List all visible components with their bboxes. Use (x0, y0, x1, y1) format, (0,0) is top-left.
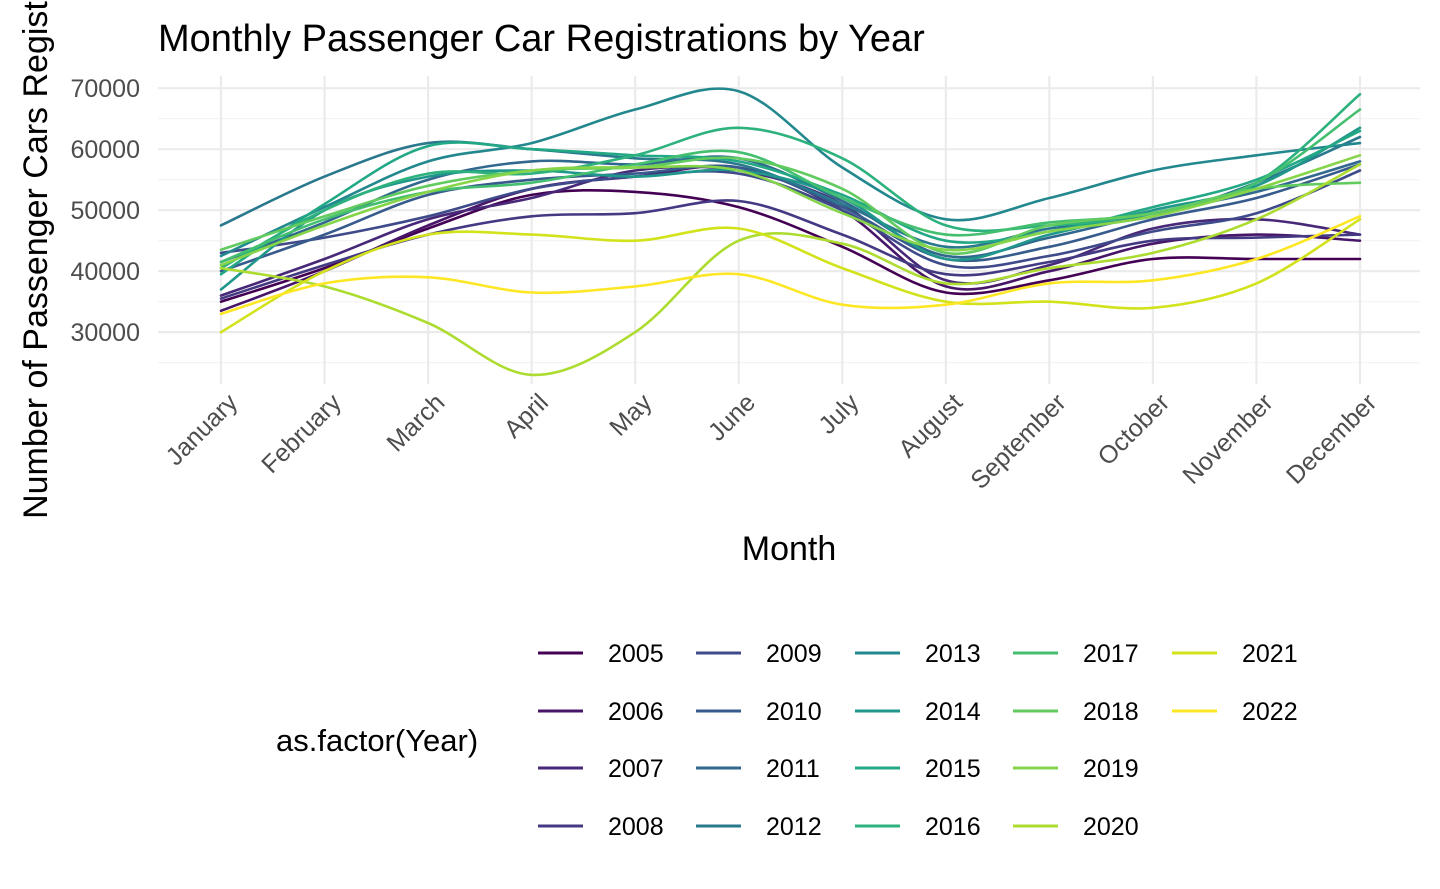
legend-label-2012: 2012 (766, 813, 822, 841)
legend-label-2022: 2022 (1242, 698, 1298, 726)
series-line-2022 (219, 215, 1362, 316)
legend: 2005 2006 2007 2008 2009 2010 2011 2012 2013 2014… (538, 640, 1298, 841)
series-line-2008 (219, 199, 1362, 300)
legend-title: as.factor(Year) (276, 723, 478, 758)
x-tick-label: May (604, 388, 658, 442)
series-line-2020 (219, 163, 1362, 377)
legend-label-2019: 2019 (1083, 755, 1139, 783)
y-tick-label: 70000 (70, 75, 140, 103)
legend-label-2011: 2011 (766, 755, 820, 783)
legend-label-2009: 2009 (766, 640, 822, 668)
x-tick-label: April (499, 388, 554, 443)
x-tick-label: January (161, 388, 244, 471)
legend-label-2008: 2008 (608, 813, 664, 841)
series-lines (219, 87, 1362, 377)
legend-label-2006: 2006 (608, 698, 664, 726)
y-axis-title: Number of Passenger Cars Registered (17, 0, 55, 519)
y-tick-label: 50000 (70, 197, 140, 225)
series-line-2013 (219, 87, 1362, 258)
x-tick-label: June (703, 388, 761, 446)
y-tick-label: 30000 (70, 319, 140, 347)
legend-label-2013: 2013 (925, 640, 981, 668)
series-line-2021 (219, 218, 1362, 334)
legend-label-2015: 2015 (925, 755, 981, 783)
x-tick-label: November (1177, 388, 1278, 489)
x-tick-label: October (1092, 388, 1175, 471)
y-tick-label: 60000 (70, 136, 140, 164)
grid-lines (158, 76, 1420, 384)
series-line-2019 (219, 154, 1362, 267)
legend-label-2018: 2018 (1083, 698, 1139, 726)
series-line-2010 (219, 163, 1362, 273)
x-axis-title: Month (742, 530, 837, 568)
legend-label-2007: 2007 (608, 755, 664, 783)
x-tick-label: July (813, 388, 865, 440)
series-line-2015 (219, 129, 1362, 276)
x-tick-label: March (381, 388, 450, 457)
x-tick-label: February (256, 388, 347, 479)
chart-title: Monthly Passenger Car Registrations by Y… (158, 18, 925, 60)
x-tick-label: August (893, 388, 968, 463)
series-line-2014 (219, 126, 1362, 291)
legend-label-2020: 2020 (1083, 813, 1139, 841)
y-tick-labels: 30000 40000 50000 60000 70000 (70, 75, 140, 347)
series-line-2009 (219, 169, 1362, 269)
series-line-2005 (219, 188, 1362, 303)
legend-label-2021: 2021 (1242, 640, 1298, 668)
series-line-2018 (219, 156, 1362, 256)
legend-label-2017: 2017 (1083, 640, 1139, 668)
legend-label-2014: 2014 (925, 698, 981, 726)
y-tick-label: 40000 (70, 258, 140, 286)
x-tick-label: December (1281, 388, 1382, 489)
legend-label-2010: 2010 (766, 698, 822, 726)
legend-label-2005: 2005 (608, 640, 664, 668)
x-tick-labels: January February March April May June July Augu… (161, 388, 1383, 495)
x-tick-label: September (965, 388, 1071, 494)
legend-label-2016: 2016 (925, 813, 981, 841)
